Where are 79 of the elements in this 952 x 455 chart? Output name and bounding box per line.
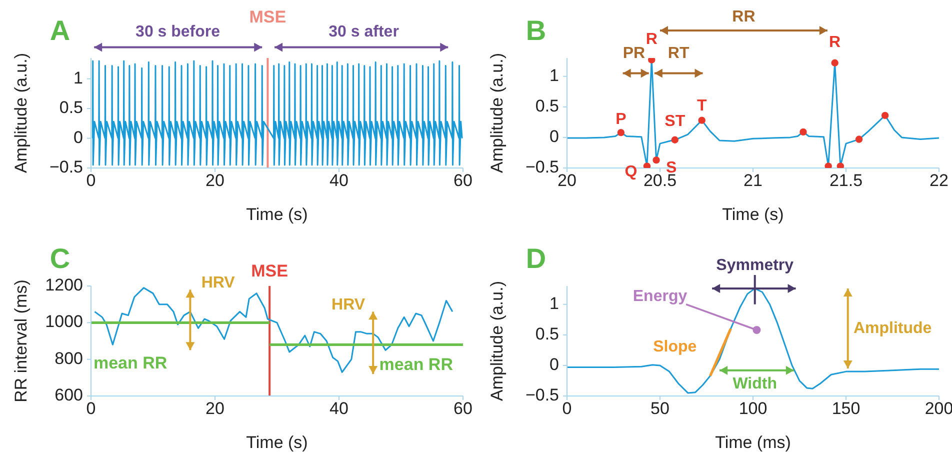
point [824, 162, 832, 168]
x-axis-title: Time (s) [722, 205, 784, 224]
x-tick-label: 60 [454, 399, 472, 418]
point [652, 156, 660, 164]
y-tick-label: −0.5 [49, 157, 83, 176]
line-series [567, 288, 939, 394]
text: RR [732, 8, 756, 26]
x-axis-title: Time (ms) [715, 433, 791, 452]
x-tick-label: 0 [86, 399, 96, 418]
text: 30 s after [328, 24, 399, 41]
chart-title: D [526, 243, 546, 274]
y-tick-label: −0.5 [525, 385, 559, 404]
point [617, 128, 625, 136]
x-tick-label: 40 [330, 399, 348, 418]
y-axis-title: Amplitude (a.u.) [487, 53, 506, 173]
y-tick-label: 1 [74, 68, 83, 88]
chart-title: C [50, 243, 70, 274]
point [881, 112, 889, 120]
x-tick-label: 0 [562, 399, 572, 418]
y-tick-label: 1 [550, 66, 559, 85]
y-tick-label: 600 [54, 385, 83, 404]
x-axis-title: Time (s) [246, 205, 308, 224]
line-series [92, 60, 463, 166]
point [671, 136, 678, 144]
line-series [94, 287, 454, 373]
y-tick-label: 0.5 [535, 96, 559, 116]
annotation: Q [624, 163, 638, 180]
annotation: ST [664, 113, 686, 130]
annotation: Energy [632, 288, 688, 306]
series-label: mean RR [93, 353, 168, 372]
chart-title: A [50, 15, 70, 46]
ref-line-label: MSE [251, 261, 288, 280]
point [855, 136, 863, 143]
x-tick-label: 40 [330, 171, 348, 190]
x-tick-label: 100 [738, 399, 768, 418]
ref-line-label: MSE [249, 7, 286, 26]
point [698, 116, 706, 124]
annotation: Width [732, 376, 777, 393]
x-tick-label: 50 [650, 399, 670, 418]
annotation: R [829, 34, 842, 52]
y-tick-label: 1200 [45, 275, 83, 294]
x-tick-label: 20 [206, 399, 224, 418]
point [800, 128, 807, 136]
y-tick-label: 800 [54, 348, 83, 368]
x-tick-label: 0 [86, 171, 96, 190]
y-tick-label: 0.5 [59, 98, 83, 118]
text: Symmetry [716, 257, 794, 274]
annotation: P [616, 110, 627, 128]
y-axis-title: RR interval (ms) [11, 280, 30, 402]
y-axis-title: Amplitude (a.u.) [11, 53, 30, 173]
annotation: HRV [201, 274, 236, 292]
y-tick-label: 1000 [45, 312, 83, 332]
y-tick-label: 1 [550, 294, 559, 313]
annotation: PR [622, 44, 646, 62]
x-tick-label: 20 [206, 171, 224, 190]
annotation: Slope [653, 338, 697, 356]
series-label: mean RR [379, 355, 453, 374]
x-tick-label: 21 [744, 171, 762, 190]
x-tick-label: 21.5 [829, 171, 863, 190]
y-axis-title: Amplitude (a.u.) [487, 281, 506, 401]
annotation: R [646, 31, 658, 48]
x-axis-title: Time (s) [246, 433, 308, 452]
annotation: HRV [332, 296, 366, 314]
point [831, 59, 838, 66]
annotation: T [696, 98, 707, 115]
y-tick-label: 0 [550, 354, 559, 374]
chart-title: B [526, 15, 546, 46]
x-tick-label: 60 [454, 171, 472, 190]
x-tick-label: 20 [558, 171, 576, 190]
x-tick-label: 150 [832, 399, 860, 418]
y-tick-label: 0 [550, 126, 559, 146]
y-tick-label: −0.5 [525, 157, 559, 176]
point [648, 58, 656, 64]
y-tick-label: 0 [74, 128, 83, 147]
y-tick-label: 0.5 [535, 324, 559, 344]
x-tick-label: 22 [930, 171, 948, 190]
annotation: RT [668, 44, 690, 62]
annotation: Amplitude [853, 320, 932, 338]
text: 30 s before [136, 24, 220, 41]
